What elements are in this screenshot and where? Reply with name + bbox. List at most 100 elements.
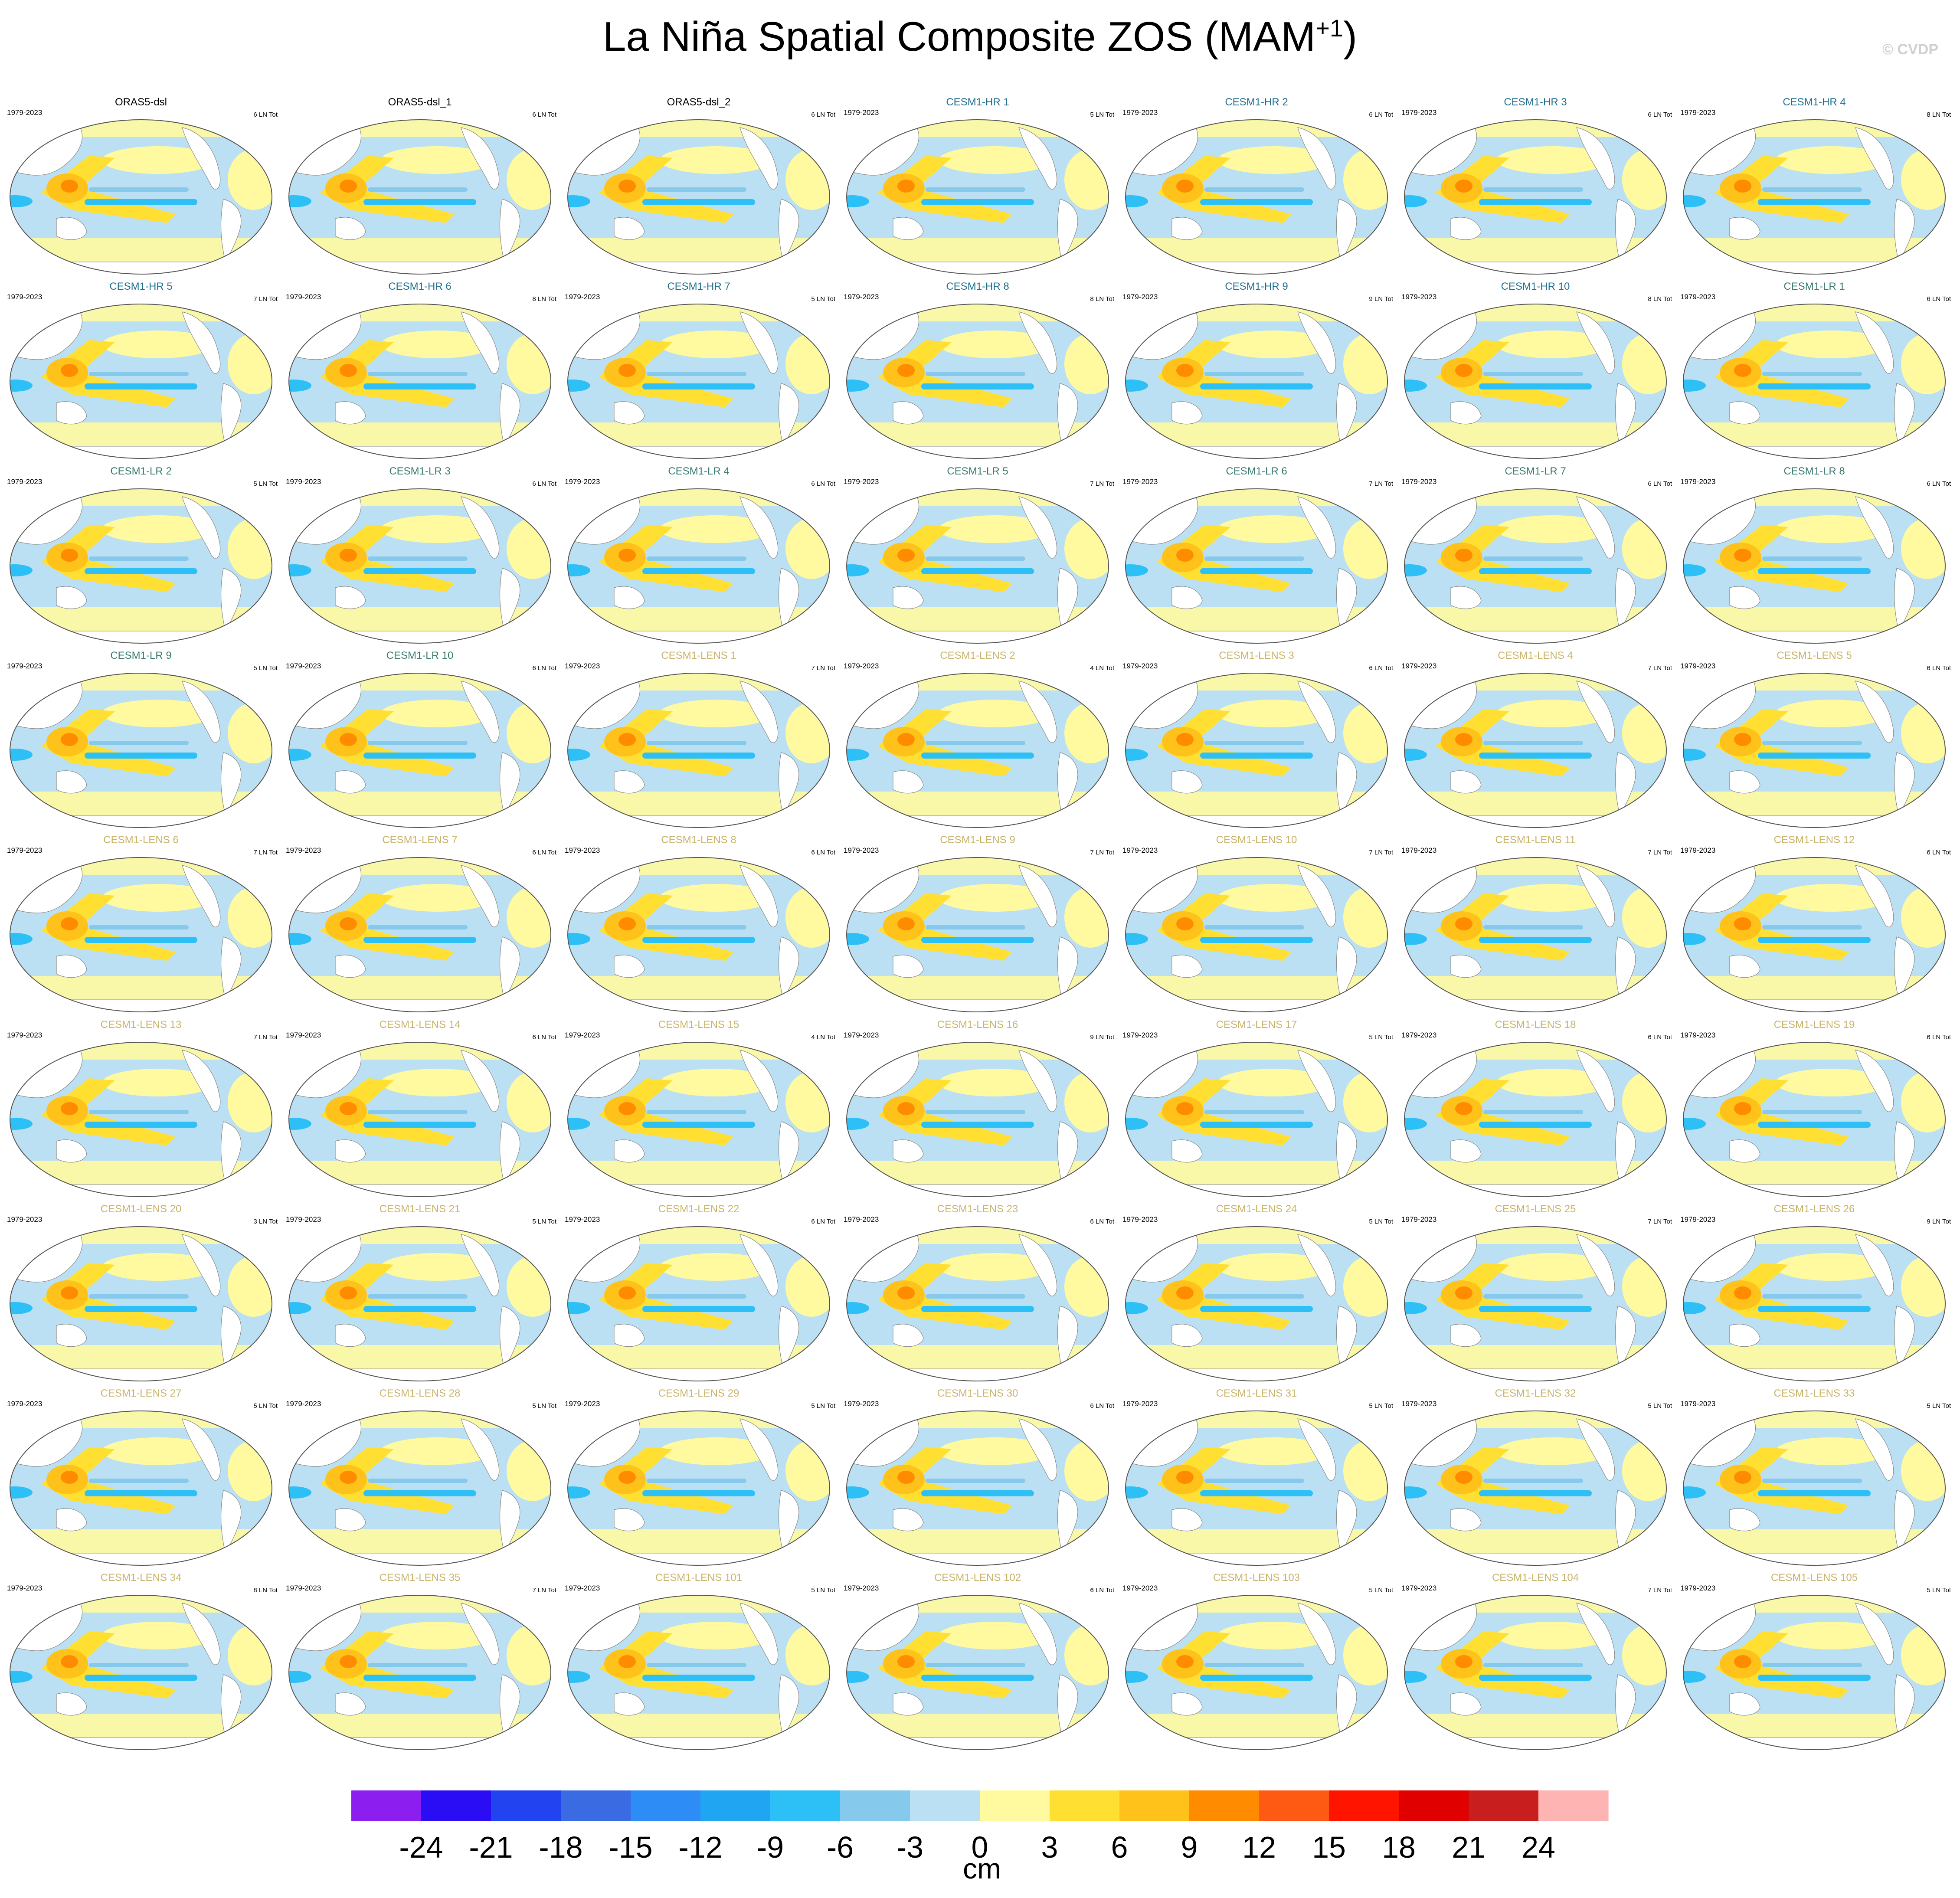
warm-pool-peak [897, 1471, 915, 1484]
off-equatorial-negative [368, 1294, 468, 1299]
map-svg [846, 304, 1109, 459]
off-equatorial-negative [926, 925, 1025, 930]
map-panel: CESM1-LENS 19 1979-2023 6 LN Tot [1674, 1019, 1954, 1203]
panel-title: CESM1-HR 1 [946, 96, 1009, 108]
panel-event-count: 8 LN Tot [532, 295, 556, 303]
arctic-band [568, 673, 830, 690]
panel-event-count: 6 LN Tot [532, 1033, 556, 1041]
arctic-band [10, 857, 272, 875]
map-svg [10, 857, 272, 1013]
panel-title: CESM1-LR 4 [668, 465, 730, 477]
antarctica [1404, 631, 1666, 643]
antarctica [568, 999, 830, 1012]
indian-ocean-negative [10, 1302, 33, 1314]
map-outline [1125, 857, 1388, 1013]
warm-pool-peak [618, 1102, 636, 1115]
panel-event-count: 5 LN Tot [811, 1402, 835, 1410]
indian-ocean-negative [1126, 1671, 1148, 1683]
north-pacific-anomaly [1496, 1622, 1609, 1650]
map-outline [846, 119, 1109, 275]
map-panel: CESM1-HR 7 1979-2023 5 LN Tot [559, 281, 839, 465]
off-equatorial-negative [1483, 372, 1583, 376]
equatorial-negative [642, 752, 755, 759]
warm-pool-peak [1455, 1286, 1472, 1299]
warm-pool-anomaly [320, 1447, 455, 1515]
warm-pool-peak [61, 1102, 78, 1115]
off-equatorial-negative [89, 1663, 189, 1668]
north-pacific-anomaly [660, 331, 772, 359]
map-svg [1404, 1595, 1667, 1751]
antarctica [847, 815, 1109, 828]
north-america [1018, 681, 1057, 743]
panel-years: 1979-2023 [286, 1584, 321, 1593]
arctic-band [568, 1042, 830, 1060]
arctic-band [10, 1595, 272, 1613]
north-america [1576, 865, 1615, 927]
arctic-band [847, 673, 1109, 690]
north-america [1576, 1418, 1615, 1481]
antarctica [1683, 999, 1945, 1012]
warm-pool-peak [61, 548, 78, 562]
antarctica [10, 1368, 272, 1381]
north-america [1576, 681, 1615, 743]
antarctica [10, 446, 272, 459]
warm-pool-peak [1734, 1102, 1751, 1115]
north-america [182, 1234, 221, 1296]
panel-years: 1979-2023 [7, 1584, 43, 1593]
north-pacific-anomaly [102, 1068, 215, 1096]
australia [893, 217, 924, 240]
warm-pool-peak [61, 917, 78, 931]
map-panel: CESM1-LR 4 1979-2023 6 LN Tot [559, 465, 839, 650]
off-equatorial-negative [1483, 1479, 1583, 1483]
map-svg [288, 119, 551, 275]
warm-pool-anomaly [41, 156, 176, 223]
map-outline [1125, 304, 1388, 459]
equatorial-negative [921, 199, 1034, 205]
north-america [182, 1049, 221, 1112]
australia [1171, 1324, 1203, 1347]
arctic-band [1126, 488, 1387, 506]
map-svg [288, 304, 551, 459]
map-svg [288, 1041, 551, 1197]
arctic-band [1683, 857, 1945, 875]
panel-title: CESM1-HR 10 [1501, 281, 1570, 293]
indian-ocean-negative [1683, 380, 1706, 392]
warm-pool-anomaly [41, 340, 176, 408]
antarctica [568, 1184, 830, 1197]
equatorial-negative [1200, 1306, 1313, 1312]
warm-pool-peak [1176, 917, 1194, 931]
north-pacific-anomaly [1217, 331, 1330, 359]
equatorial-negative [1479, 1121, 1592, 1128]
indian-ocean-negative [289, 1486, 311, 1499]
panel-title: CESM1-LENS 10 [1216, 834, 1297, 846]
map-panel: CESM1-HR 2 1979-2023 6 LN Tot [1116, 96, 1397, 281]
panel-years: 1979-2023 [286, 661, 321, 670]
warm-pool-anomaly [41, 709, 176, 776]
australia [1171, 955, 1203, 978]
australia [614, 1508, 645, 1531]
warm-pool-peak [61, 180, 78, 193]
arctic-band [1404, 120, 1666, 137]
warm-pool-anomaly [1715, 340, 1849, 408]
map-panel: CESM1-LENS 24 1979-2023 5 LN Tot [1116, 1203, 1397, 1388]
map-outline [1404, 304, 1667, 459]
equatorial-negative [642, 1490, 755, 1497]
map-outline [567, 1041, 830, 1197]
map-outline [1125, 1410, 1388, 1566]
off-equatorial-negative [1762, 1663, 1862, 1668]
antarctica [1404, 1737, 1666, 1750]
panel-years: 1979-2023 [844, 108, 879, 117]
warm-pool-peak [61, 733, 78, 746]
panel-years: 1979-2023 [1680, 1215, 1716, 1224]
map-outline [10, 1226, 272, 1381]
map-outline [10, 672, 272, 828]
map-outline [1125, 1595, 1388, 1751]
australia [335, 770, 366, 794]
equatorial-negative [85, 1306, 197, 1312]
map-outline [846, 1595, 1109, 1751]
north-pacific-anomaly [1217, 1068, 1330, 1096]
panel-event-count: 5 LN Tot [1369, 1587, 1393, 1594]
australia [1729, 401, 1760, 425]
map-panel: CESM1-LR 6 1979-2023 7 LN Tot [1116, 465, 1397, 650]
